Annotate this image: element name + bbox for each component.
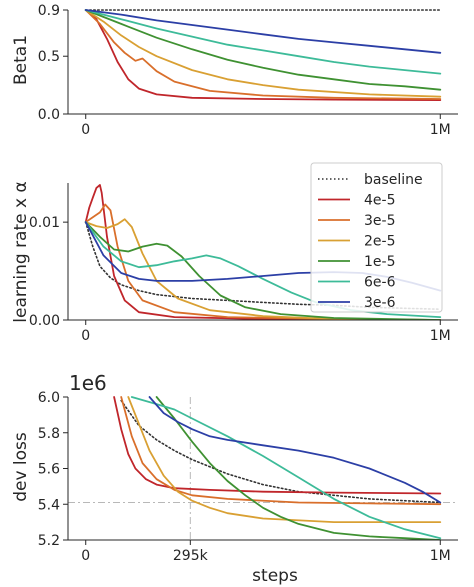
dev-loss-series-1e-5 <box>155 396 442 540</box>
dev-loss-series-3e-6 <box>148 396 442 504</box>
dev-loss-series-baseline <box>120 399 442 504</box>
dev-loss-x-tick-label: 0 <box>81 548 90 564</box>
legend-label-4e-5: 4e-5 <box>364 193 395 209</box>
learning-rate-x-tick-label: 0 <box>81 328 90 344</box>
learning-rate-y-tick-label: 0.01 <box>29 215 60 231</box>
beta1-y-tick-label: 0.5 <box>38 49 60 65</box>
dev-loss-x-tick-label: 295k <box>173 548 209 564</box>
dev-loss-series-2e-5 <box>127 396 442 523</box>
beta1-series-3e-6 <box>84 9 442 54</box>
beta1-y-tick-label: 0.9 <box>38 3 60 19</box>
beta1-x-tick-label: 0 <box>81 122 90 138</box>
dev-loss-offset-label: 1e6 <box>69 371 107 395</box>
dev-loss-ylabel: dev loss <box>11 432 31 502</box>
dev-loss-series-3e-5 <box>120 396 442 506</box>
beta1-series-6e-6 <box>84 9 442 75</box>
dev-loss-x-tick-label: 1M <box>430 548 451 564</box>
dev-loss-series-6e-6 <box>130 396 442 540</box>
dev-loss-series-4e-5 <box>113 396 442 495</box>
beta1-ylabel: Beta1 <box>11 35 31 85</box>
legend-label-6e-6: 6e-6 <box>364 275 396 291</box>
beta1-x-tick-label: 1M <box>430 122 451 138</box>
learning-rate-series-1e-5 <box>84 221 442 320</box>
learning-rate-series-4e-5 <box>84 184 442 320</box>
x-axis-label: steps <box>252 566 298 586</box>
legend: baseline 4e-5 3e-5 2e-5 1e-5 6e-6 3e-6 <box>310 162 443 313</box>
dev-loss-y-tick-label: 5.8 <box>38 426 60 442</box>
beta1-panel: Beta1 0.0 0.5 0.9 0 1M <box>11 3 458 138</box>
dev-loss-y-tick-label: 6.0 <box>38 390 60 406</box>
legend-label-baseline: baseline <box>364 172 423 188</box>
learning-rate-ylabel: learning rate x α <box>11 181 31 322</box>
legend-label-2e-5: 2e-5 <box>364 234 395 250</box>
learning-rate-panel: learning rate x α 0.00 0.01 0 1M <box>11 181 458 344</box>
beta1-y-tick-label: 0.0 <box>38 107 60 123</box>
learning-rate-x-tick-label: 1M <box>430 328 451 344</box>
legend-label-3e-5: 3e-5 <box>364 213 395 229</box>
learning-rate-y-tick-label: 0.00 <box>29 313 60 329</box>
beta1-series-3e-5 <box>84 9 442 100</box>
dev-loss-y-tick-label: 5.4 <box>38 497 60 513</box>
dev-loss-y-tick-label: 5.6 <box>38 462 60 478</box>
learning-rate-series-2e-5 <box>84 218 442 320</box>
learning-rate-series-3e-5 <box>84 203 442 320</box>
beta1-series-1e-5 <box>84 9 442 91</box>
dev-loss-y-tick-label: 5.2 <box>38 533 60 549</box>
beta1-series-2e-5 <box>84 9 442 98</box>
legend-label-3e-6: 3e-6 <box>364 295 396 311</box>
beta1-series-4e-5 <box>84 9 442 101</box>
legend-label-1e-5: 1e-5 <box>364 254 395 270</box>
dev-loss-panel: dev loss 1e6 steps 5.2 5.4 5.6 5.8 6.0 0 295k 1… <box>11 371 458 586</box>
